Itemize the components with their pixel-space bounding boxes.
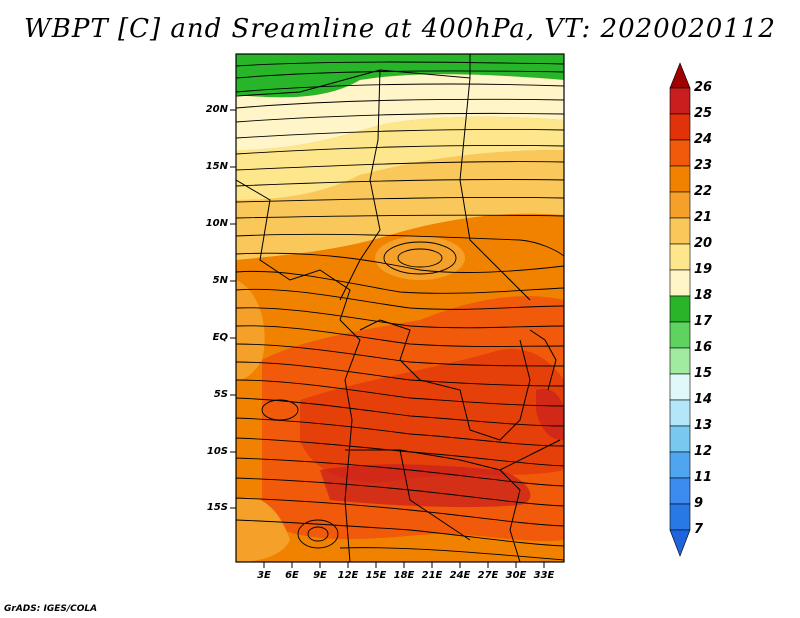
colorbar-label: 9	[694, 496, 704, 511]
lon-label: 18E	[393, 570, 415, 581]
lon-label: 15E	[365, 570, 387, 581]
colorbar-label: 18	[694, 288, 713, 303]
lat-label: 15N	[205, 161, 228, 172]
lon-label: 30E	[505, 570, 527, 581]
wbpt-field	[236, 54, 564, 562]
lon-label: 21E	[421, 570, 443, 581]
streamlines	[236, 61, 564, 561]
colorbar-label: 12	[694, 444, 713, 459]
lon-label: 12E	[337, 570, 359, 581]
colorbar-label: 7	[694, 522, 704, 537]
lat-label: EQ	[212, 332, 228, 343]
lat-label: 10N	[205, 218, 228, 229]
colorbar-label: 19	[694, 262, 713, 277]
lat-label: 15S	[206, 502, 228, 513]
colorbar-swatch	[669, 165, 691, 193]
colorbar-label: 20	[694, 236, 713, 251]
colorbar-swatch	[669, 347, 691, 375]
map-title: WBPT [C] and Sreamline at 400hPa, VT: 20…	[24, 14, 776, 44]
lat-label: 5S	[213, 389, 228, 400]
colorbar-label: 14	[694, 392, 713, 407]
colorbar-label: 21	[694, 210, 713, 225]
grads-credit: GrADS: IGES/COLA	[4, 604, 98, 614]
map-frame	[235, 53, 565, 563]
lon-label: 24E	[449, 570, 471, 581]
colorbar-label: 13	[694, 418, 713, 433]
colorbar-swatch	[669, 321, 691, 349]
axis-ticks	[230, 109, 545, 568]
lon-label: 27E	[477, 570, 499, 581]
colorbar-swatch	[669, 113, 691, 141]
colorbar-label: 16	[694, 340, 713, 355]
colorbar-swatch	[669, 139, 691, 167]
colorbar-swatch	[669, 87, 691, 115]
lon-label: 9E	[313, 570, 327, 581]
colorbar-label: 11	[694, 470, 713, 485]
lat-label: 10S	[206, 446, 228, 457]
colorbar-swatch	[669, 477, 691, 505]
colorbar-swatch	[669, 269, 691, 297]
colorbar-label: 17	[694, 314, 713, 329]
lon-label: 6E	[285, 570, 299, 581]
colorbar-bottom-arrow	[669, 529, 691, 557]
colorbar-swatch	[669, 191, 691, 219]
colorbar-swatch	[669, 503, 691, 531]
country-borders	[236, 54, 561, 562]
lat-label: 20N	[205, 104, 228, 115]
colorbar-swatch	[669, 217, 691, 245]
colorbar-swatch	[669, 295, 691, 323]
colorbar-label: 23	[694, 158, 713, 173]
lon-label: 3E	[257, 570, 271, 581]
colorbar-label: 25	[694, 106, 713, 121]
colorbar-label: 15	[694, 366, 713, 381]
colorbar-label: 26	[694, 80, 713, 95]
colorbar-swatch	[669, 373, 691, 401]
colorbar-swatch	[669, 425, 691, 453]
lon-label: 33E	[533, 570, 555, 581]
colorbar-label: 24	[694, 132, 713, 147]
lat-label: 5N	[212, 275, 228, 286]
colorbar	[669, 62, 691, 557]
colorbar-swatch	[669, 399, 691, 427]
colorbar-swatch	[669, 243, 691, 271]
colorbar-swatch	[669, 451, 691, 479]
colorbar-label: 22	[694, 184, 713, 199]
